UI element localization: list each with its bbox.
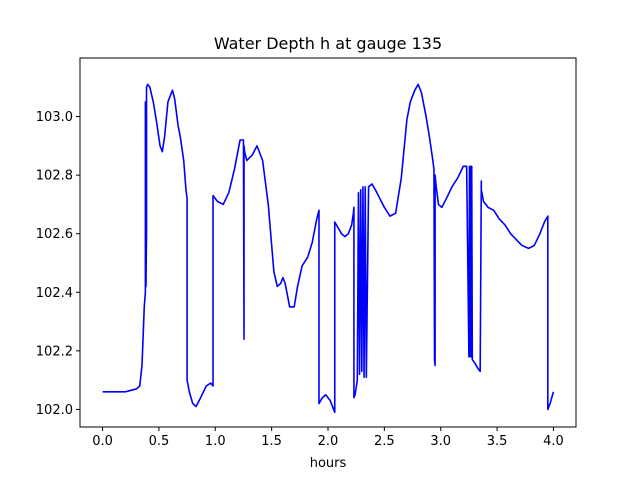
y-axis: 102.0 102.2 102.4 102.6 102.8 103.0 xyxy=(36,110,80,418)
y-tick-label: 103.0 xyxy=(36,110,73,125)
chart-title: Water Depth h at gauge 135 xyxy=(214,34,442,53)
x-tick-label: 2.0 xyxy=(318,434,339,449)
y-tick-label: 102.6 xyxy=(36,227,73,242)
x-axis: 0.0 0.5 1.0 1.5 2.0 2.5 3.0 3.5 4.0 xyxy=(92,427,564,449)
x-tick-label: 3.5 xyxy=(487,434,508,449)
x-tick-label: 1.0 xyxy=(205,434,226,449)
y-tick-label: 102.4 xyxy=(36,286,73,301)
x-tick-label: 4.0 xyxy=(543,434,564,449)
x-tick-label: 2.5 xyxy=(374,434,395,449)
y-tick-label: 102.8 xyxy=(36,169,73,184)
x-tick-label: 3.0 xyxy=(430,434,451,449)
x-axis-label: hours xyxy=(310,456,347,471)
x-tick-label: 0.0 xyxy=(92,434,113,449)
y-tick-label: 102.0 xyxy=(36,403,73,418)
x-tick-label: 0.5 xyxy=(149,434,170,449)
series-line xyxy=(102,83,555,414)
x-tick-label: 1.5 xyxy=(261,434,282,449)
y-tick-label: 102.2 xyxy=(36,344,73,359)
